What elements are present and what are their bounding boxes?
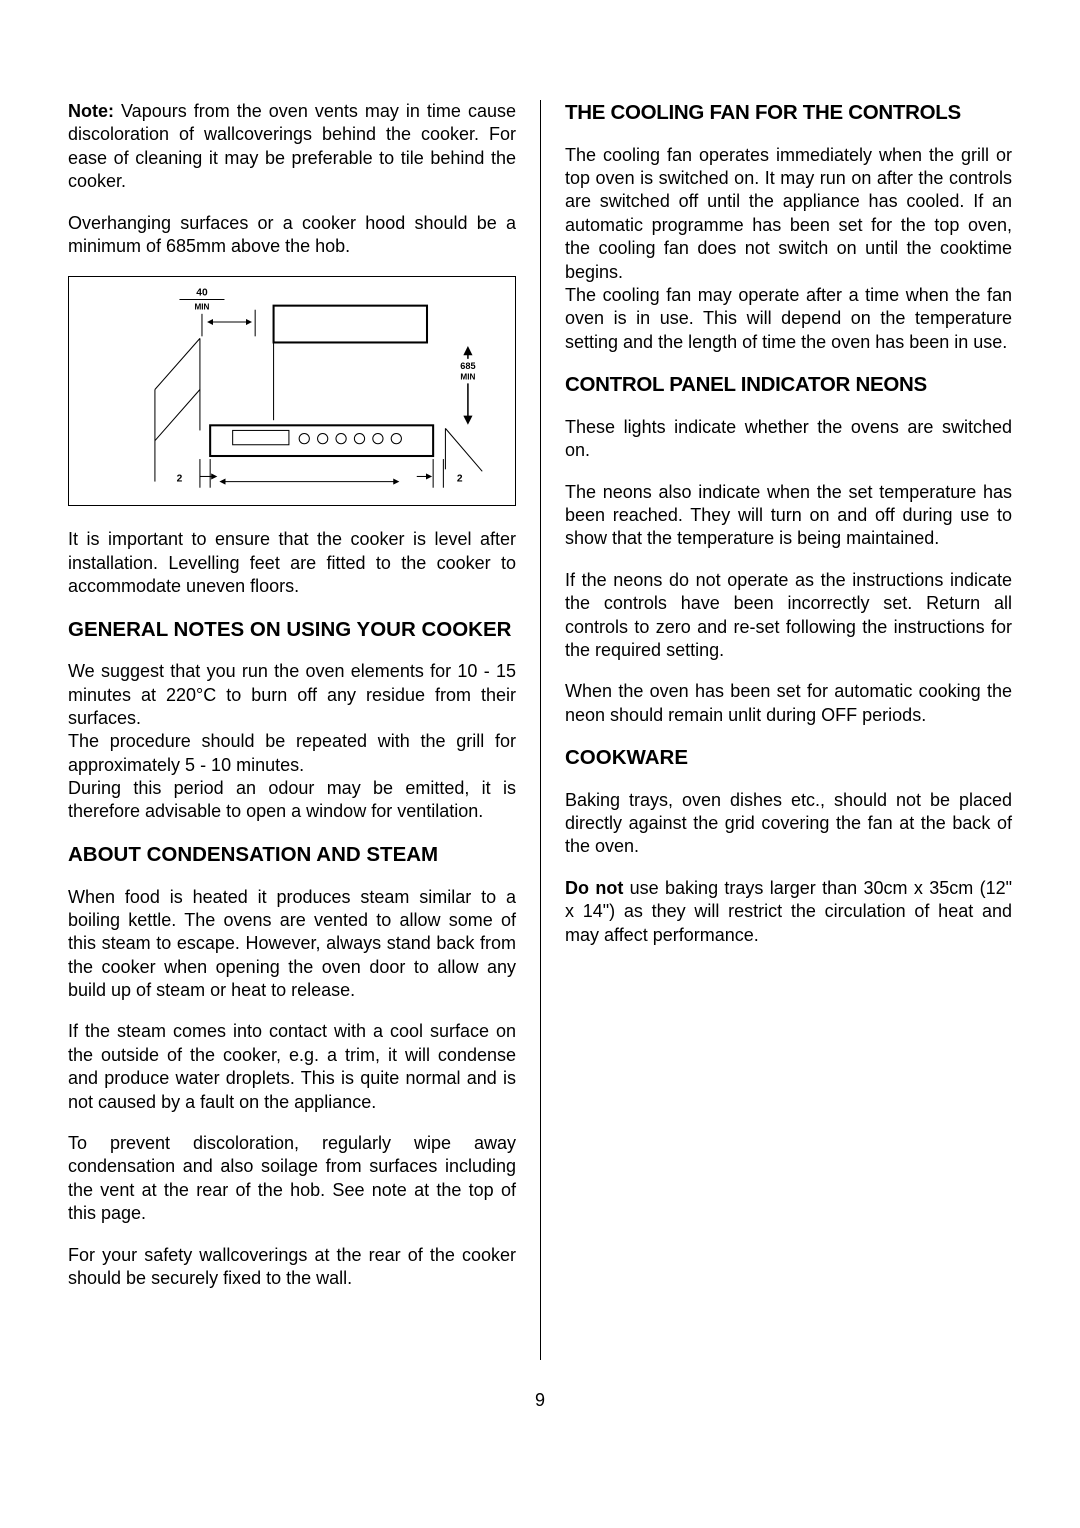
label-2-left: 2	[177, 474, 183, 485]
label-min-top: MIN	[194, 303, 209, 312]
neon-p3: If the neons do not operate as the instr…	[565, 569, 1012, 663]
overhang-paragraph: Overhanging surfaces or a cooker hood sh…	[68, 212, 516, 259]
svg-text:685: 685	[460, 361, 475, 371]
neon-p4: When the oven has been set for automatic…	[565, 680, 1012, 727]
note-body: Vapours from the oven vents may in time …	[68, 101, 516, 191]
note-lead: Note:	[68, 101, 114, 121]
right-column: THE COOLING FAN FOR THE CONTROLS The coo…	[540, 100, 1012, 1360]
cond-p3: To prevent discoloration, regularly wipe…	[68, 1132, 516, 1226]
cool-p1a: The cooling fan operates immediately whe…	[565, 144, 1012, 284]
neon-p2: The neons also indicate when the set tem…	[565, 481, 1012, 551]
cookware-p2-body: use baking trays larger than 30cm x 35cm…	[565, 878, 1012, 945]
general-p1b: The procedure should be repeated with th…	[68, 730, 516, 777]
clearance-diagram: 40 MIN 685 685 MIN	[68, 276, 516, 506]
level-paragraph: It is important to ensure that the cooke…	[68, 528, 516, 598]
cookware-p1: Baking trays, oven dishes etc., should n…	[565, 789, 1012, 859]
neon-heading: CONTROL PANEL INDICATOR NEONS	[565, 372, 1012, 398]
general-heading: GENERAL NOTES ON USING YOUR COOKER	[68, 617, 516, 643]
cool-p1b: The cooling fan may operate after a time…	[565, 284, 1012, 354]
cookware-p2-lead: Do not	[565, 878, 623, 898]
cooling-heading: THE COOLING FAN FOR THE CONTROLS	[565, 100, 1012, 126]
label-2-right: 2	[457, 474, 463, 485]
cond-p1: When food is heated it produces steam si…	[68, 886, 516, 1003]
note-paragraph: Note: Vapours from the oven vents may in…	[68, 100, 516, 194]
cookware-p2: Do not use baking trays larger than 30cm…	[565, 877, 1012, 947]
page-number: 9	[68, 1390, 1012, 1411]
general-p1c: During this period an odour may be emitt…	[68, 777, 516, 824]
label-40: 40	[196, 288, 208, 299]
general-p1a: We suggest that you run the oven element…	[68, 660, 516, 730]
label-min-right: MIN	[460, 373, 475, 382]
cookware-heading: COOKWARE	[565, 745, 1012, 771]
condensation-heading: ABOUT CONDENSATION AND STEAM	[68, 842, 516, 868]
left-column: Note: Vapours from the oven vents may in…	[68, 100, 540, 1360]
cond-p4: For your safety wallcoverings at the rea…	[68, 1244, 516, 1291]
clearance-diagram-svg: 40 MIN 685 685 MIN	[69, 277, 515, 510]
cond-p2: If the steam comes into contact with a c…	[68, 1020, 516, 1114]
neon-p1: These lights indicate whether the ovens …	[565, 416, 1012, 463]
